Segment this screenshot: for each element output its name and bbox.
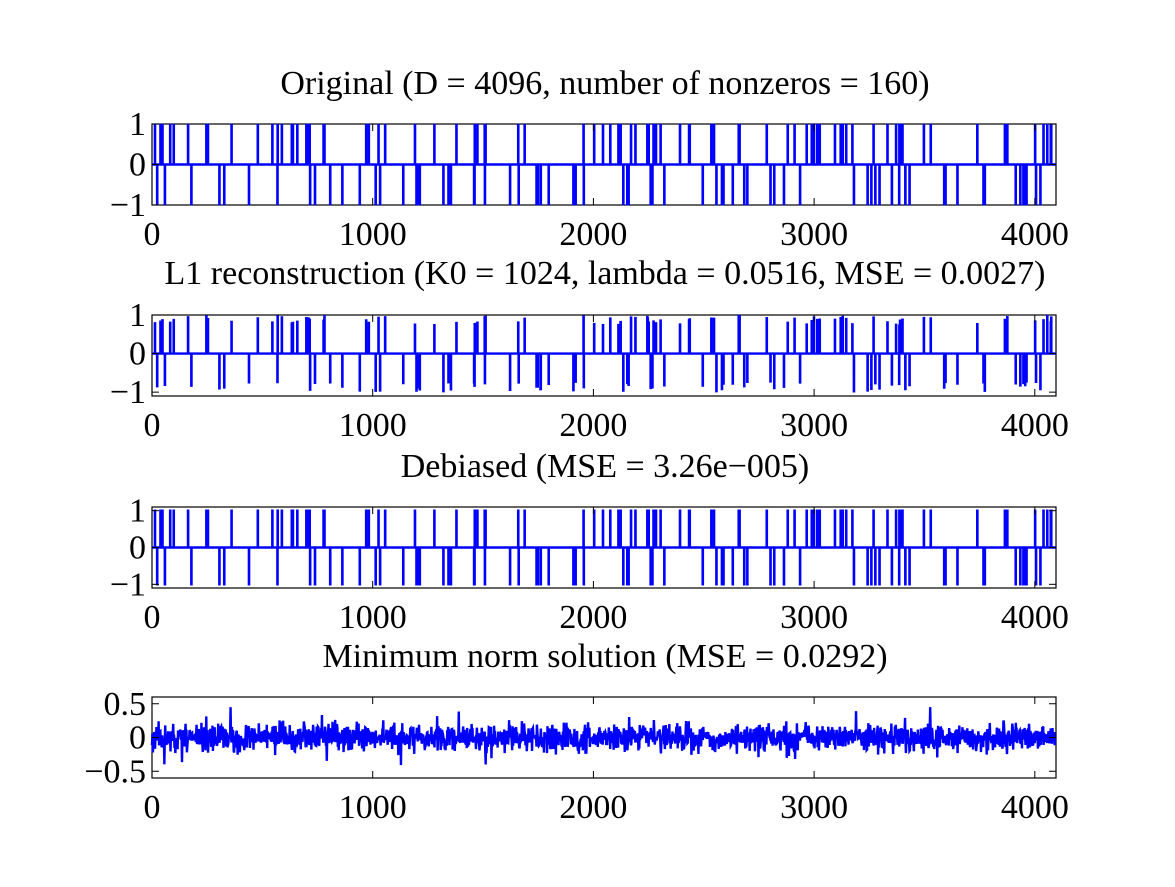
x-tick-label: 0 (144, 789, 161, 826)
x-tick-label: 1000 (339, 599, 407, 636)
series-line (152, 509, 1056, 586)
y-tick-label: 0 (129, 720, 146, 757)
x-tick-label: 0 (144, 407, 161, 444)
y-tick-label: −1 (110, 187, 146, 224)
y-tick-label: 1 (129, 106, 146, 143)
x-tick-label: 2000 (559, 789, 627, 826)
x-tick-label: 3000 (780, 216, 848, 253)
subplot-2: L1 reconstruction (K0 = 1024, lambda = 0… (110, 255, 1069, 444)
x-tick-label: 1000 (339, 216, 407, 253)
x-tick-label: 1000 (339, 789, 407, 826)
series-line (150, 707, 1057, 766)
y-tick-label: 1 (129, 297, 146, 334)
subplots-group: Original (D = 4096, number of nonzeros =… (84, 65, 1069, 826)
y-tick-label: 0 (129, 530, 146, 567)
x-tick-label: 4000 (1001, 407, 1069, 444)
x-tick-label: 3000 (780, 599, 848, 636)
y-tick-label: 0 (129, 147, 146, 184)
y-tick-label: −0.5 (84, 753, 146, 790)
x-tick-label: 4000 (1001, 599, 1069, 636)
subplot-title: Minimum norm solution (MSE = 0.0292) (322, 638, 887, 675)
subplot-title: Original (D = 4096, number of nonzeros =… (280, 65, 929, 102)
subplot-3: Debiased (MSE = 3.26e−005) 0 1000 2000 3000 4… (110, 448, 1069, 636)
subplot-1: Original (D = 4096, number of nonzeros =… (110, 65, 1069, 253)
x-tick-label: 4000 (1001, 789, 1069, 826)
y-tick-label: 0 (129, 336, 146, 373)
x-tick-label: 0 (144, 599, 161, 636)
y-tick-label: −1 (110, 566, 146, 603)
subplot-4: Minimum norm solution (MSE = 0.0292) 0 100… (84, 638, 1069, 826)
x-tick-label: 0 (144, 216, 161, 253)
x-tick-label: 1000 (339, 407, 407, 444)
x-tick-label: 2000 (559, 407, 627, 444)
series-line (152, 314, 1056, 393)
x-tick-label: 2000 (559, 599, 627, 636)
subplot-title: Debiased (MSE = 3.26e−005) (401, 448, 810, 485)
x-tick-label: 2000 (559, 216, 627, 253)
x-tick-label: 3000 (780, 789, 848, 826)
y-tick-label: −1 (110, 374, 146, 411)
series-line (152, 123, 1056, 206)
y-tick-label: 1 (129, 493, 146, 530)
subplot-title: L1 reconstruction (K0 = 1024, lambda = 0… (165, 255, 1046, 292)
x-tick-label: 3000 (780, 407, 848, 444)
y-tick-label: 0.5 (104, 686, 147, 723)
x-tick-label: 4000 (1001, 216, 1069, 253)
